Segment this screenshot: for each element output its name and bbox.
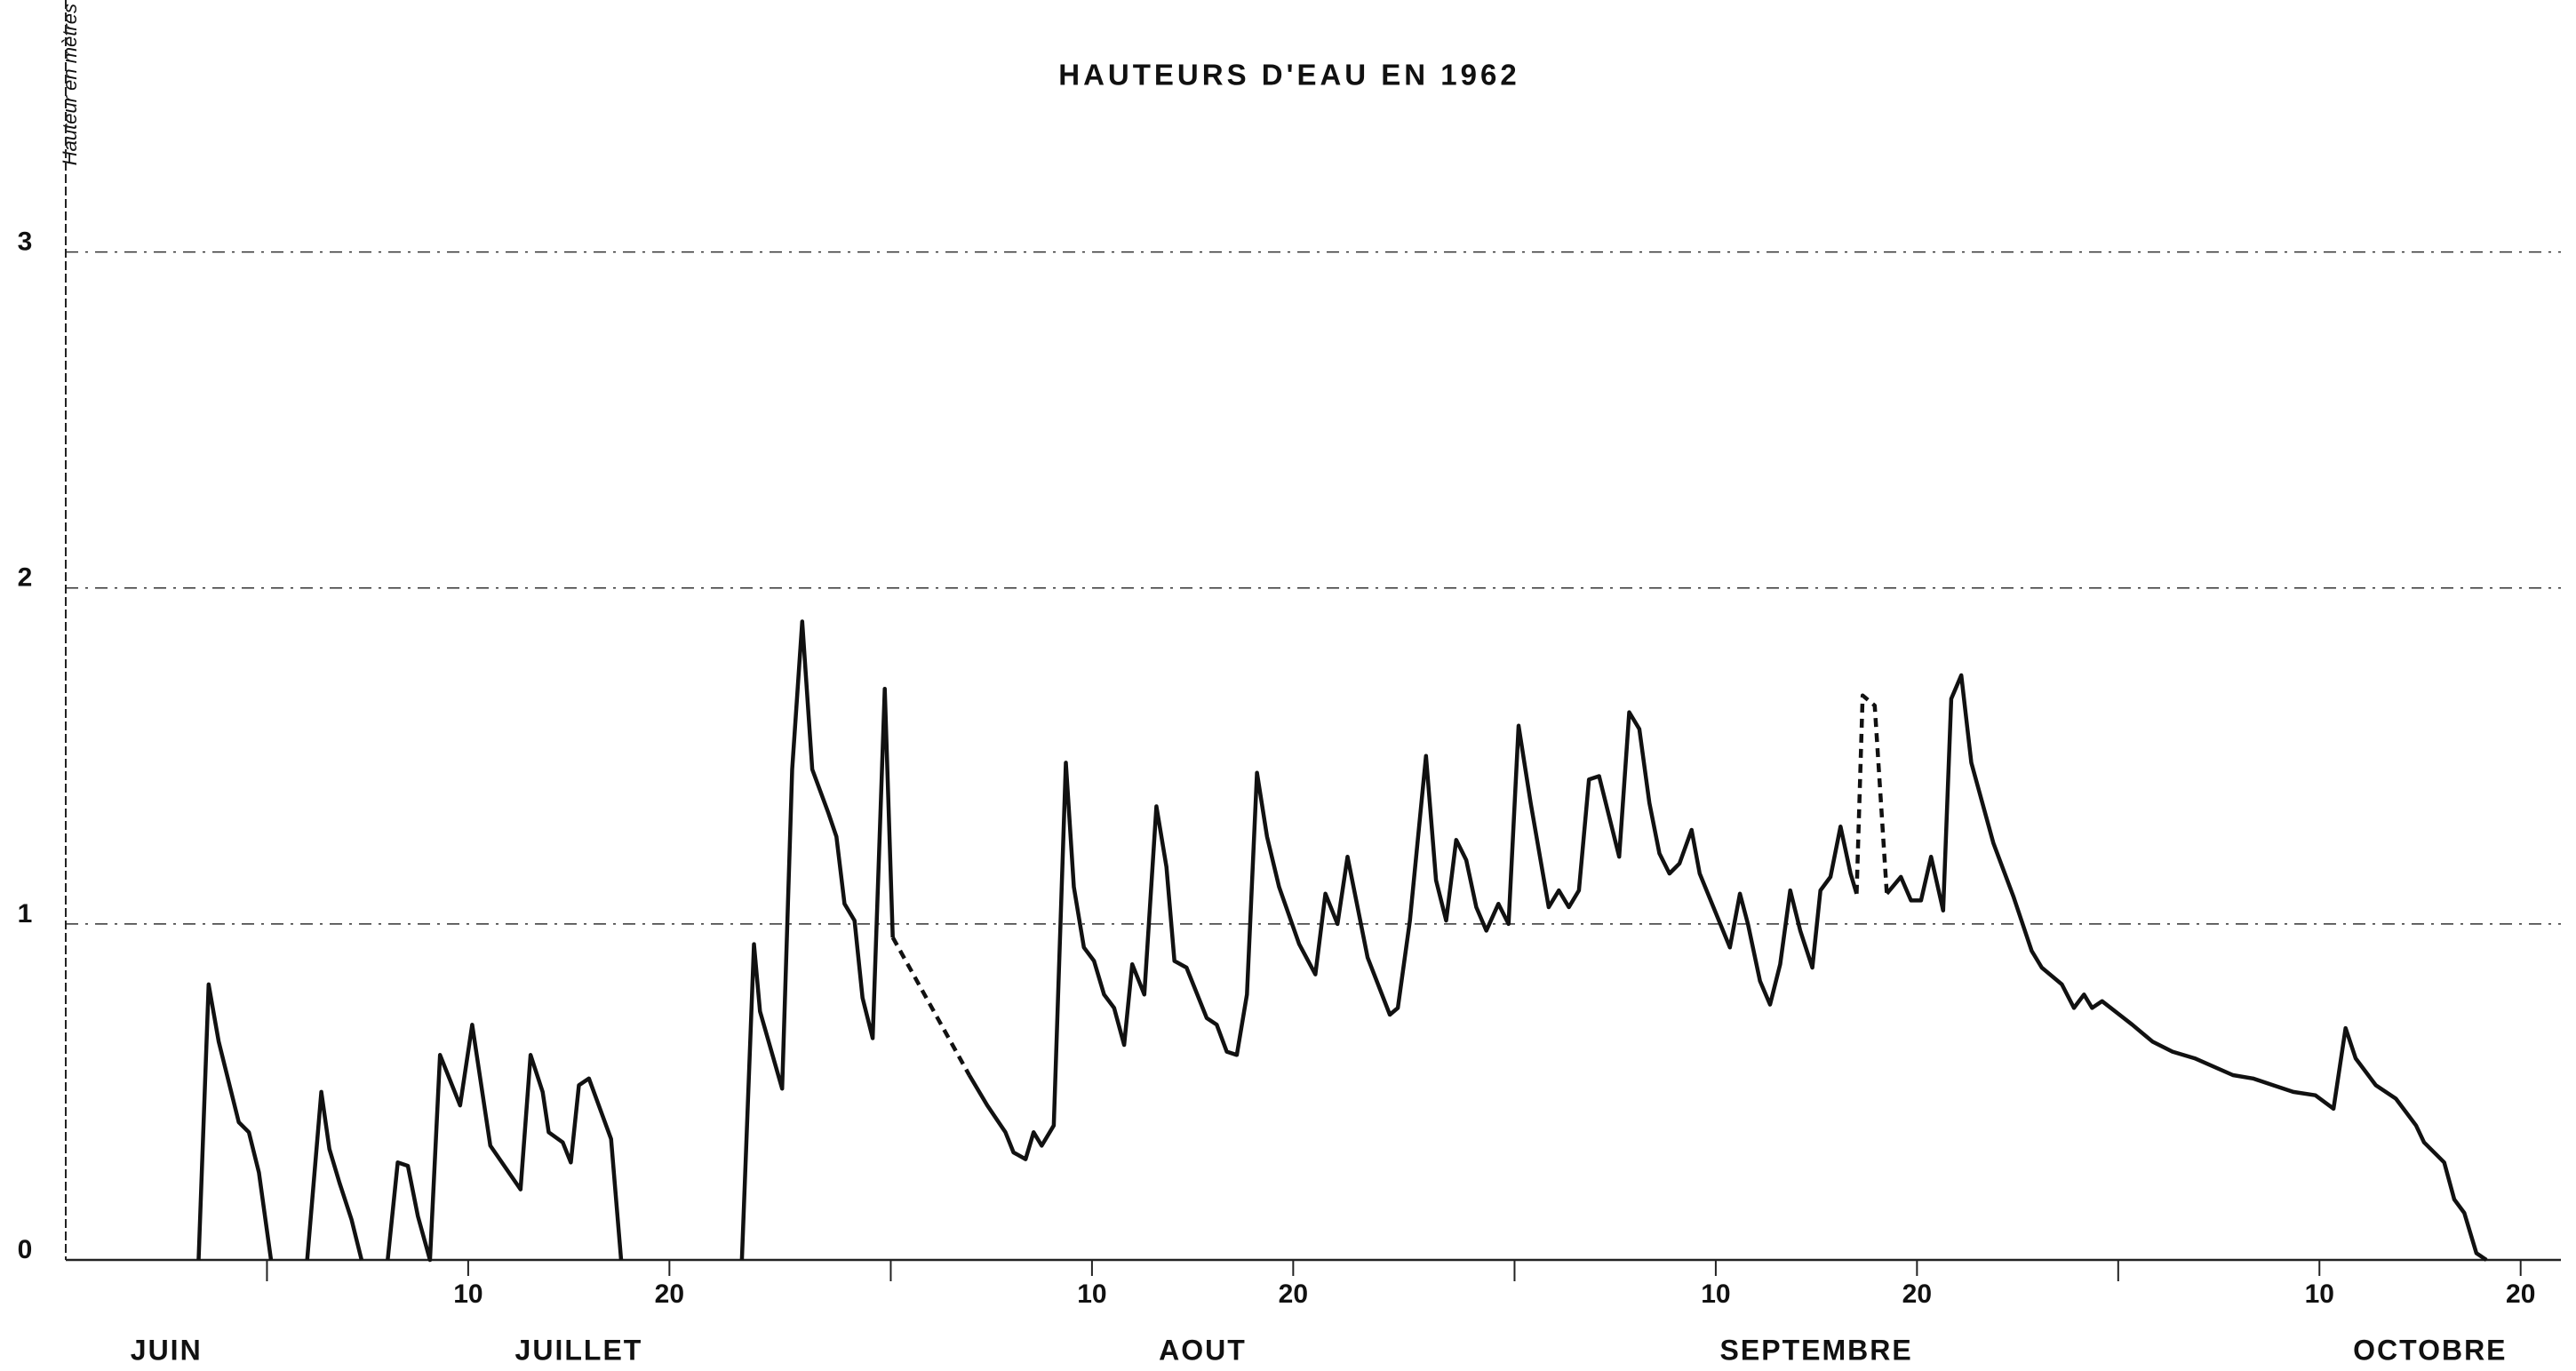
x-tick-label: 10 xyxy=(453,1279,483,1309)
x-tick-label: 10 xyxy=(2305,1279,2334,1309)
dashed-line xyxy=(1854,693,1889,894)
month-label: SEPTEMBRE xyxy=(1720,1334,1913,1366)
month-label: JUILLET xyxy=(515,1334,643,1366)
y-tick-label: 2 xyxy=(18,563,33,593)
y-tick-label: 1 xyxy=(18,899,33,929)
dashed-line xyxy=(890,936,971,1077)
x-tick-label: 20 xyxy=(2506,1279,2535,1309)
x-tick-label: 20 xyxy=(1279,1279,1308,1309)
data-line xyxy=(386,1023,624,1263)
month-label: JUIN xyxy=(131,1334,203,1366)
month-label: OCTOBRE xyxy=(2353,1334,2507,1366)
y-tick-label: 3 xyxy=(18,227,33,257)
y-axis-label: Hauteur en mètres xyxy=(59,4,81,165)
data-line xyxy=(1885,673,2488,1262)
x-tick-label: 20 xyxy=(655,1279,684,1309)
x-tick-label: 20 xyxy=(1902,1279,1932,1309)
data-line xyxy=(739,619,895,1261)
data-line xyxy=(196,982,274,1261)
y-tick-label: 0 xyxy=(18,1235,33,1264)
x-tick-label: 10 xyxy=(1701,1279,1730,1309)
data-line xyxy=(967,710,1859,1161)
chart-title: HAUTEURS D'EAU EN 1962 xyxy=(1058,59,1519,92)
month-label: AOUT xyxy=(1159,1334,1247,1366)
x-tick-label: 10 xyxy=(1077,1279,1106,1309)
data-line xyxy=(305,1089,364,1261)
